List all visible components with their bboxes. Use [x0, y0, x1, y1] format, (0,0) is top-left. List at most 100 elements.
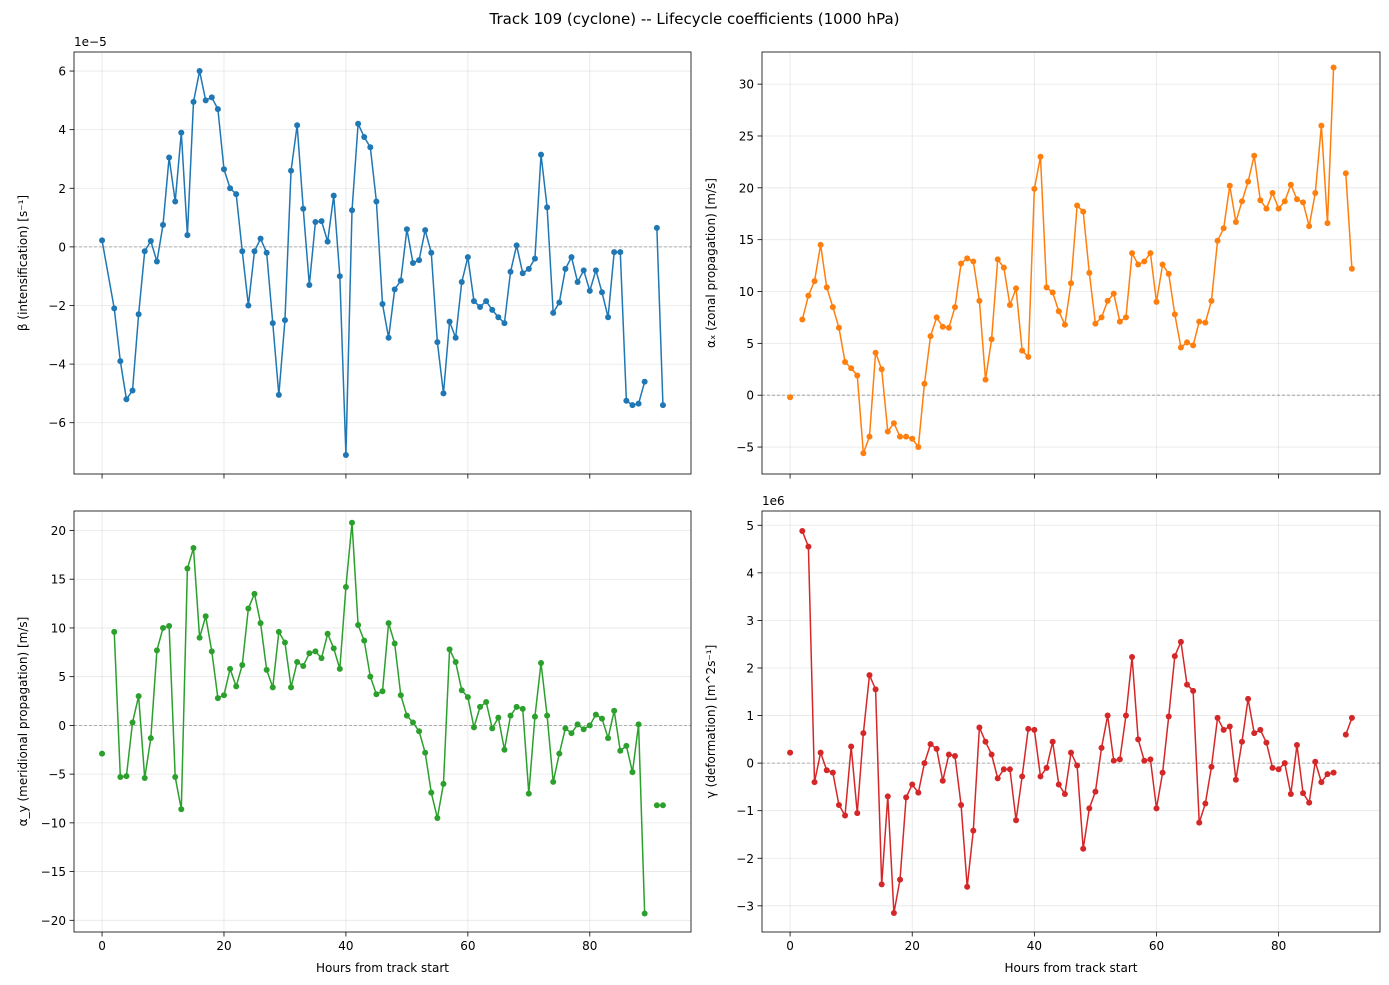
data-point	[318, 218, 325, 225]
data-point	[653, 802, 660, 809]
data-point	[263, 249, 270, 256]
data-point	[1287, 181, 1294, 188]
data-point	[245, 605, 252, 612]
axes-frame	[761, 51, 1381, 475]
data-point	[214, 106, 221, 113]
data-point	[501, 320, 508, 327]
y-tick-label: 6	[58, 65, 66, 79]
data-point	[1208, 763, 1215, 770]
data-point	[915, 789, 922, 796]
y-tick-label: 1	[746, 709, 754, 723]
data-point	[1269, 764, 1276, 771]
data-point	[1214, 714, 1221, 721]
data-point	[787, 394, 794, 401]
axes-frame	[761, 510, 1381, 933]
data-point	[1300, 199, 1307, 206]
data-point	[854, 372, 861, 379]
data-point	[330, 645, 337, 652]
data-point	[318, 655, 325, 662]
data-point	[1074, 202, 1081, 209]
data-point	[1037, 773, 1044, 780]
data-point	[379, 688, 386, 695]
data-point	[300, 662, 307, 669]
data-point	[586, 287, 593, 294]
data-point	[373, 691, 380, 698]
data-point	[99, 237, 106, 244]
y-tick-label: 15	[51, 573, 66, 587]
data-point	[391, 640, 398, 647]
y-tick-label: −10	[41, 816, 66, 830]
data-point	[623, 397, 630, 404]
data-point	[580, 726, 587, 733]
data-point	[988, 751, 995, 758]
data-point	[178, 806, 185, 813]
data-point	[434, 339, 441, 346]
y-tick-label: 5	[58, 670, 66, 684]
data-point	[1324, 771, 1331, 778]
data-point	[568, 730, 575, 737]
data-point	[921, 760, 928, 767]
data-point	[994, 256, 1001, 263]
data-point	[1080, 208, 1087, 215]
data-point	[866, 433, 873, 440]
data-point	[1245, 178, 1252, 185]
data-point	[611, 707, 618, 714]
data-point	[811, 278, 818, 285]
data-point	[1153, 805, 1160, 812]
y-axis-label: γ (deformation) [m^2s⁻¹]	[704, 645, 718, 799]
data-point	[1006, 301, 1013, 308]
data-point	[823, 284, 830, 291]
data-point	[495, 714, 502, 721]
data-point	[111, 305, 118, 312]
data-point	[281, 317, 288, 324]
data-point	[1275, 205, 1282, 212]
data-point	[1092, 320, 1099, 327]
data-point	[507, 712, 514, 719]
data-point	[166, 154, 173, 161]
data-point	[507, 268, 514, 275]
data-point	[1232, 776, 1239, 783]
data-point	[349, 519, 356, 526]
data-point	[933, 745, 940, 752]
data-point	[1037, 153, 1044, 160]
data-point	[239, 248, 246, 255]
data-point	[422, 749, 429, 756]
data-point	[823, 767, 830, 774]
data-point	[1159, 261, 1166, 268]
data-point	[958, 260, 965, 267]
data-point	[312, 648, 319, 655]
data-point	[1257, 197, 1264, 204]
data-point	[1202, 800, 1209, 807]
data-point	[257, 620, 264, 627]
data-point	[994, 775, 1001, 782]
data-point	[1025, 353, 1032, 360]
data-point	[477, 303, 484, 310]
subplot-beta: −6 −4 −2 0 2 4 6 1e−5 β (intensification) [s⁻¹]	[16, 35, 692, 479]
data-point	[129, 719, 136, 726]
y-tick-label: −15	[41, 865, 66, 879]
data-point	[976, 724, 983, 731]
x-axis-label: Hours from track start	[316, 961, 449, 975]
data-point	[1086, 269, 1093, 276]
data-point	[1086, 805, 1093, 812]
data-point	[214, 695, 221, 702]
data-point	[422, 227, 429, 234]
data-point	[1306, 799, 1313, 806]
data-point	[1043, 764, 1050, 771]
y-tick-label: −2	[48, 299, 66, 313]
data-point	[1293, 196, 1300, 203]
data-point	[1129, 250, 1136, 257]
data-point	[288, 684, 295, 691]
x-tick-label: 60	[460, 939, 475, 953]
data-point	[269, 320, 276, 327]
y-tick-label: 2	[746, 661, 754, 675]
data-point	[1177, 638, 1184, 645]
y-tick-label: −5	[48, 768, 66, 782]
data-point	[1312, 758, 1319, 765]
data-point	[349, 207, 356, 214]
data-point	[909, 435, 916, 442]
data-point	[653, 224, 660, 231]
data-point	[306, 281, 313, 288]
data-point	[306, 650, 313, 657]
y-tick-label: 20	[739, 181, 754, 195]
